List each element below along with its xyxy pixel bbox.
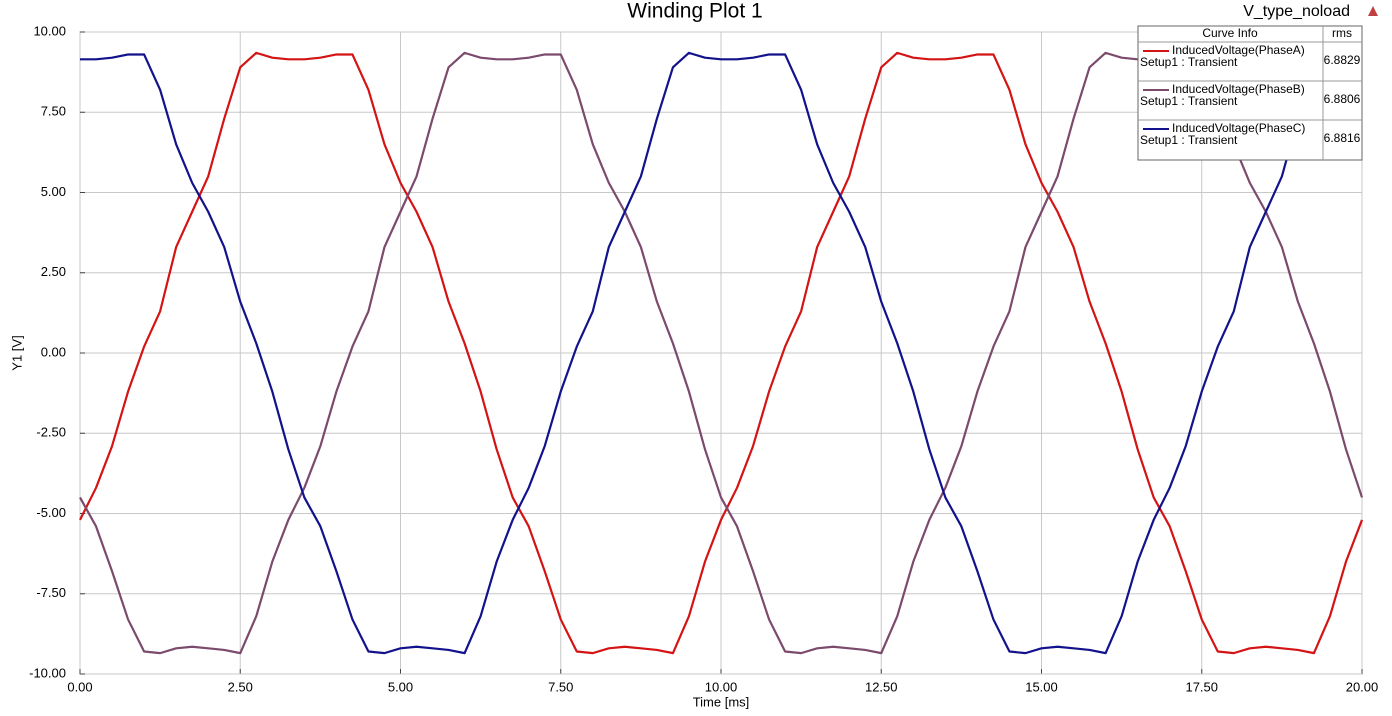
x-tick-label: 2.50 bbox=[228, 679, 253, 694]
series-line bbox=[79, 51, 1364, 655]
x-tick-label: 15.00 bbox=[1025, 679, 1058, 694]
x-axis-label: Time [ms] bbox=[693, 694, 750, 709]
x-tick-label: 10.00 bbox=[705, 679, 738, 694]
legend-rms: 6.8816 bbox=[1324, 131, 1361, 145]
y-tick-label: 10.00 bbox=[33, 23, 66, 38]
y-tick-label: -10.00 bbox=[29, 665, 66, 680]
legend-rms: 6.8829 bbox=[1324, 53, 1361, 67]
y-tick-label: -2.50 bbox=[36, 425, 66, 440]
legend-setup: Setup1 : Transient bbox=[1140, 133, 1238, 147]
plot-name: V_type_noload bbox=[1243, 3, 1350, 20]
y-tick-label: 7.50 bbox=[41, 104, 66, 119]
y-axis-label: Y1 [V] bbox=[9, 335, 24, 370]
legend-setup: Setup1 : Transient bbox=[1140, 55, 1238, 69]
legend-header: Curve Info bbox=[1202, 26, 1258, 40]
series-line bbox=[80, 51, 1363, 655]
x-tick-label: 0.00 bbox=[67, 679, 92, 694]
y-tick-label: 2.50 bbox=[41, 264, 66, 279]
legend-box bbox=[1137, 25, 1363, 161]
legend-rms: 6.8806 bbox=[1324, 92, 1361, 106]
plot-icon bbox=[1368, 6, 1378, 16]
chart-title: Winding Plot 1 bbox=[627, 0, 762, 23]
x-tick-label: 20.00 bbox=[1346, 679, 1379, 694]
legend-header: rms bbox=[1332, 26, 1352, 40]
y-tick-label: -5.00 bbox=[36, 505, 66, 520]
legend-setup: Setup1 : Transient bbox=[1140, 94, 1238, 108]
y-tick-label: 0.00 bbox=[41, 344, 66, 359]
legend-entry: InducedVoltage(PhaseC) bbox=[1172, 121, 1305, 135]
y-tick-label: 5.00 bbox=[41, 184, 66, 199]
legend-entry: InducedVoltage(PhaseA) bbox=[1172, 43, 1305, 57]
legend: Curve Info rms InducedVoltage(PhaseA)Set… bbox=[1137, 25, 1363, 161]
x-tick-label: 17.50 bbox=[1185, 679, 1218, 694]
x-tick-label: 7.50 bbox=[548, 679, 573, 694]
x-tick-label: 5.00 bbox=[388, 679, 413, 694]
x-tick-label: 12.50 bbox=[865, 679, 898, 694]
legend-entry: InducedVoltage(PhaseB) bbox=[1172, 82, 1305, 96]
y-tick-label: -7.50 bbox=[36, 585, 66, 600]
